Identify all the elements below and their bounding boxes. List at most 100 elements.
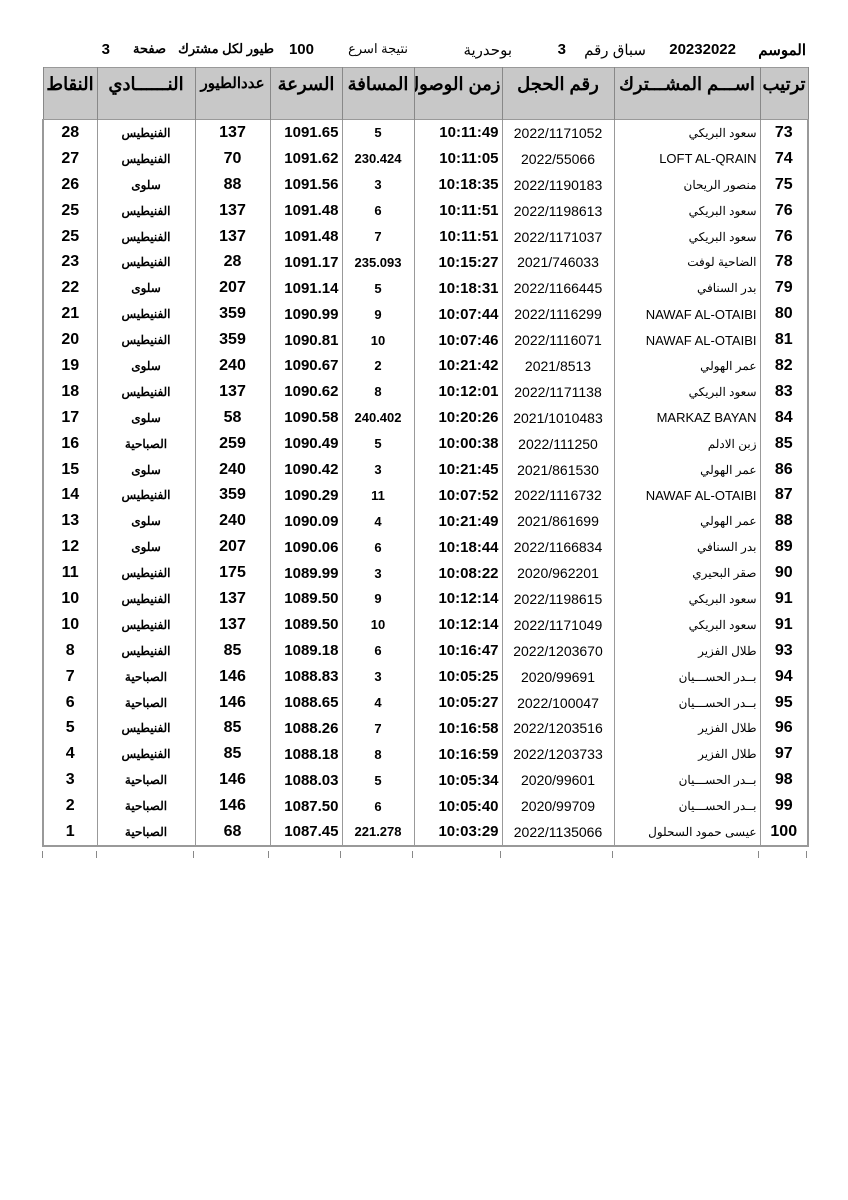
rank-cell: 90	[759, 560, 809, 587]
points-cell: 18	[42, 378, 98, 405]
points-cell: 20	[42, 327, 98, 354]
arrival-time-cell: 10:16:59	[413, 741, 503, 768]
participant-cell: عمر الهولي	[613, 456, 761, 483]
table-row: 76 سعود البريكي 2022/1171037 10:11:51 7 1091.…	[42, 223, 809, 250]
points-cell: 8	[42, 637, 98, 664]
rank-cell: 73	[759, 119, 809, 146]
participant-cell: طلال الفزير	[613, 715, 761, 742]
distance-cell: 230.424	[341, 145, 415, 172]
ring-cell: 2022/1171037	[501, 223, 615, 250]
table-row: 90 صقر البحيري 2020/962201 10:08:22 3 1089.99…	[42, 560, 809, 587]
col-birds: عددالطيور	[194, 67, 271, 120]
table-row: 74 LOFT AL-QRAIN 2022/55066 10:11:05 230.424…	[42, 145, 809, 172]
rank-cell: 93	[759, 637, 809, 664]
rank-cell: 98	[759, 767, 809, 794]
points-cell: 25	[42, 223, 98, 250]
table-row: 87 NAWAF AL-OTAIBI 2022/1116732 10:07:52 11 1…	[42, 482, 809, 509]
rank-cell: 82	[759, 353, 809, 379]
distance-cell: 10	[341, 327, 415, 354]
speed-cell: 1087.45	[269, 819, 343, 847]
ring-cell: 2022/111250	[501, 430, 615, 457]
club-cell: الفنيطيس	[96, 741, 196, 768]
ring-cell: 2022/1171052	[501, 119, 615, 146]
club-cell: الفنيطيس	[96, 560, 196, 587]
distance-cell: 7	[341, 223, 415, 250]
points-cell: 5	[42, 715, 98, 742]
season-value: 20232022	[669, 41, 736, 58]
arrival-time-cell: 10:12:14	[413, 611, 503, 638]
participant-cell: NAWAF AL-OTAIBI	[613, 327, 761, 354]
ring-cell: 2022/1171049	[501, 611, 615, 638]
points-cell: 25	[42, 197, 98, 224]
points-cell: 17	[42, 404, 98, 431]
speed-cell: 1088.65	[269, 689, 343, 716]
ring-cell: 2022/1116299	[501, 301, 615, 328]
ring-cell: 2020/99601	[501, 767, 615, 794]
birds-cell: 146	[194, 767, 271, 794]
birds-cell: 146	[194, 663, 271, 690]
rank-cell: 88	[759, 508, 809, 535]
distance-cell: 8	[341, 378, 415, 405]
speed-cell: 1090.42	[269, 456, 343, 483]
table-row: 80 NAWAF AL-OTAIBI 2022/1116299 10:07:44 9 10…	[42, 301, 809, 328]
rank-cell: 75	[759, 171, 809, 198]
club-cell: الفنيطيس	[96, 715, 196, 742]
table-row: 81 NAWAF AL-OTAIBI 2022/1116071 10:07:46 10 1…	[42, 327, 809, 354]
speed-cell: 1089.50	[269, 586, 343, 612]
table-row: 75 منصور الريحان 2022/1190183 10:18:35 3 1091…	[42, 171, 809, 198]
distance-cell: 5	[341, 430, 415, 457]
rank-cell: 91	[759, 586, 809, 612]
participant-cell: طلال الفزير	[613, 741, 761, 768]
speed-cell: 1088.18	[269, 741, 343, 768]
arrival-time-cell: 10:07:44	[413, 301, 503, 328]
table-row: 97 طلال الفزير 2022/1203733 10:16:59 8 1088.1…	[42, 741, 809, 768]
ring-cell: 2022/55066	[501, 145, 615, 172]
speed-cell: 1088.26	[269, 715, 343, 742]
table-row: 73 سعود البريكي 2022/1171052 10:11:49 5 1091.…	[42, 119, 809, 146]
table-row: 95 بــدر الحســـيان 2022/100047 10:05:27 4 10…	[42, 689, 809, 716]
speed-cell: 1089.50	[269, 611, 343, 638]
arrival-time-cell: 10:16:47	[413, 637, 503, 664]
ring-cell: 2020/962201	[501, 560, 615, 587]
rank-cell: 78	[759, 249, 809, 276]
points-cell: 21	[42, 301, 98, 328]
points-cell: 3	[42, 767, 98, 794]
arrival-time-cell: 10:08:22	[413, 560, 503, 587]
col-participant: اســـم المشـــترك	[613, 67, 761, 120]
participant-cell: بدر السنافي	[613, 275, 761, 302]
arrival-time-cell: 10:05:25	[413, 663, 503, 690]
club-cell: الفنيطيس	[96, 327, 196, 354]
results-table: ترتيب اســـم المشـــترك رقم الحجل زمن ال…	[42, 67, 809, 847]
arrival-time-cell: 10:18:44	[413, 534, 503, 561]
speed-cell: 1091.62	[269, 145, 343, 172]
arrival-time-cell: 10:00:38	[413, 430, 503, 457]
points-cell: 26	[42, 171, 98, 198]
birds-cell: 137	[194, 119, 271, 146]
speed-cell: 1088.83	[269, 663, 343, 690]
points-cell: 28	[42, 119, 98, 146]
speed-cell: 1090.58	[269, 404, 343, 431]
club-cell: سلوى	[96, 171, 196, 198]
distance-cell: 5	[341, 119, 415, 146]
birds-cell: 359	[194, 301, 271, 328]
participant-cell: سعود البريكي	[613, 223, 761, 250]
club-cell: الصباحية	[96, 430, 196, 457]
participant-cell: بــدر الحســـيان	[613, 793, 761, 820]
participant-cell: طلال الفزير	[613, 637, 761, 664]
distance-cell: 4	[341, 689, 415, 716]
rank-cell: 74	[759, 145, 809, 172]
distance-cell: 9	[341, 586, 415, 612]
birds-cell: 240	[194, 456, 271, 483]
club-cell: الفنيطيس	[96, 378, 196, 405]
table-row: 85 زبن الادلم 2022/111250 10:00:38 5 1090.49 2…	[42, 430, 809, 457]
rank-cell: 84	[759, 404, 809, 431]
rank-cell: 89	[759, 534, 809, 561]
participant-cell: NAWAF AL-OTAIBI	[613, 482, 761, 509]
club-cell: الصباحية	[96, 689, 196, 716]
ring-cell: 2022/1203733	[501, 741, 615, 768]
participant-cell: LOFT AL-QRAIN	[613, 145, 761, 172]
birds-cell: 137	[194, 223, 271, 250]
distance-cell: 3	[341, 663, 415, 690]
ring-cell: 2021/1010483	[501, 404, 615, 431]
club-cell: الفنيطيس	[96, 249, 196, 276]
